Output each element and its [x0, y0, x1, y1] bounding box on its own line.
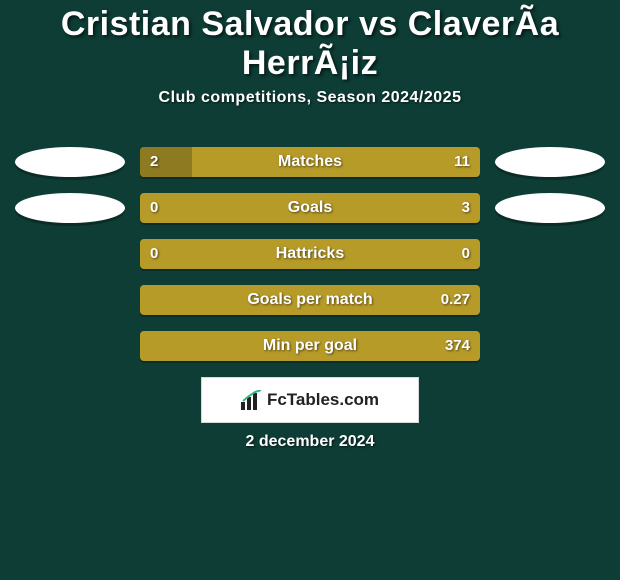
stat-bar: 374Min per goal	[140, 331, 480, 361]
player2-marker	[495, 147, 605, 177]
stat-label: Goals	[140, 193, 480, 223]
stat-row: 211Matches	[0, 147, 620, 177]
stat-bar: 0.27Goals per match	[140, 285, 480, 315]
stat-bar: 00Hattricks	[140, 239, 480, 269]
stat-row: 374Min per goal	[0, 331, 620, 361]
page-title: Cristian Salvador vs ClaverÃ­a HerrÃ¡iz	[0, 5, 620, 83]
date-label: 2 december 2024	[0, 433, 620, 451]
stats-list: 211Matches 03Goals 00Hattricks 0.27Goals pe…	[0, 147, 620, 361]
chart-icon	[241, 390, 263, 410]
stat-label: Matches	[140, 147, 480, 177]
stat-row: 0.27Goals per match	[0, 285, 620, 315]
stat-bar: 211Matches	[140, 147, 480, 177]
logo-box: FcTables.com	[201, 377, 419, 423]
stat-label: Hattricks	[140, 239, 480, 269]
stat-row: 03Goals	[0, 193, 620, 223]
player2-marker	[495, 193, 605, 223]
stat-bar: 03Goals	[140, 193, 480, 223]
logo: FcTables.com	[241, 390, 379, 410]
player1-marker	[15, 193, 125, 223]
comparison-card: Cristian Salvador vs ClaverÃ­a HerrÃ¡iz …	[0, 0, 620, 451]
subtitle: Club competitions, Season 2024/2025	[0, 89, 620, 107]
stat-label: Goals per match	[140, 285, 480, 315]
stat-label: Min per goal	[140, 331, 480, 361]
stat-row: 00Hattricks	[0, 239, 620, 269]
player1-marker	[15, 147, 125, 177]
logo-text: FcTables.com	[267, 390, 379, 410]
